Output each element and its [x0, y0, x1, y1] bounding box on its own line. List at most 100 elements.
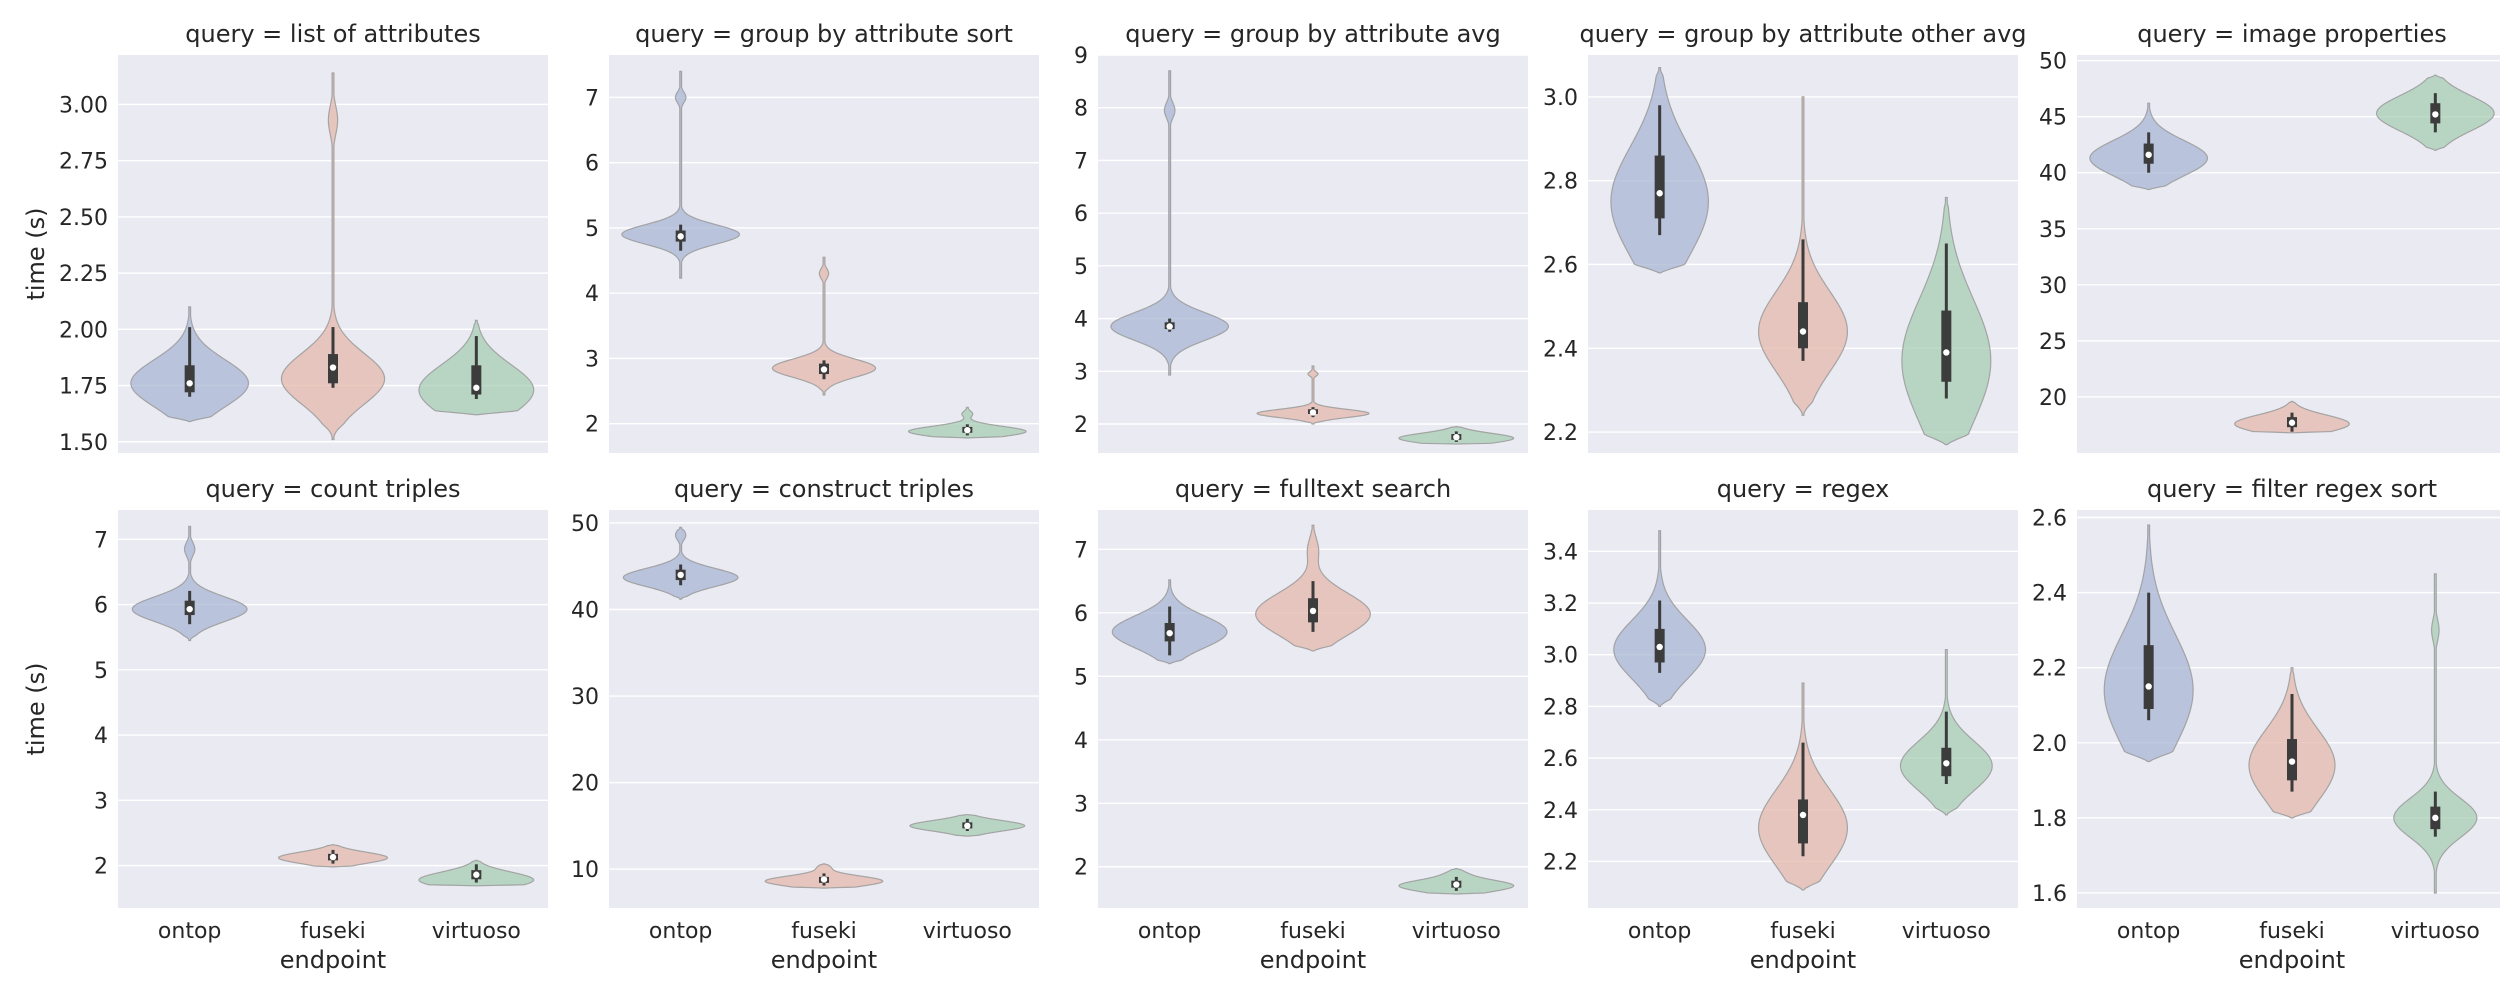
y-tick-label: 2.75 — [59, 150, 108, 175]
y-tick-label: 5 — [1074, 665, 1088, 690]
y-tick-label: 40 — [571, 599, 599, 624]
y-tick-label: 3.00 — [59, 93, 108, 118]
y-tick-label: 1.6 — [2032, 882, 2067, 907]
y-tick-label: 3 — [585, 347, 599, 372]
y-tick-label: 1.8 — [2032, 807, 2067, 832]
box-fuseki — [1798, 302, 1808, 349]
violin-ontop — [131, 525, 248, 642]
y-tick-label: 6 — [585, 152, 599, 177]
y-tick-label: 6 — [94, 594, 108, 619]
y-tick-label: 2 — [1074, 856, 1088, 881]
y-tick-label: 2.4 — [1543, 337, 1578, 362]
x-tick-label: virtuoso — [1902, 919, 1991, 944]
y-tick-label: 4 — [585, 282, 599, 307]
median-virtuoso — [1453, 433, 1460, 441]
median-virtuoso — [473, 384, 480, 391]
y-tick-label: 2.4 — [2032, 582, 2067, 607]
median-virtuoso — [1943, 349, 1950, 356]
y-tick-label: 2 — [1074, 413, 1088, 438]
panel-title: query = filter regex sort — [2147, 475, 2437, 503]
y-tick-label: 2 — [94, 855, 108, 880]
panel-2: 2 3 4 5 6 7 query = group by attribute sort — [585, 20, 1039, 453]
panel-9: 2.2 2.4 2.6 2.8 3.0 3.2 3.4 query = regex ontop f… — [1543, 475, 2018, 974]
median-fuseki — [2288, 419, 2296, 426]
x-tick-label: ontop — [1628, 919, 1691, 944]
median-ontop — [186, 380, 193, 387]
median-fuseki — [820, 366, 828, 373]
y-tick-label: 9 — [1074, 44, 1088, 69]
y-tick-label: 1.50 — [59, 431, 108, 456]
x-axis-label: endpoint — [1260, 946, 1366, 974]
median-virtuoso — [964, 822, 971, 830]
panel-6: 2 3 4 5 6 7 query = count triples ontop fuseki vi… — [22, 475, 548, 974]
median-ontop — [2145, 151, 2152, 158]
median-ontop — [186, 605, 193, 613]
median-fuseki — [820, 876, 828, 883]
panel-title: query = list of attributes — [185, 20, 480, 48]
x-axis-label: endpoint — [771, 946, 877, 974]
y-tick-label: 2.6 — [2032, 507, 2067, 532]
x-tick-label: ontop — [649, 919, 712, 944]
x-tick-label: fuseki — [1280, 919, 1346, 944]
panel-3: 2 3 4 5 6 7 8 9 query = group by attribute avg — [1074, 20, 1528, 453]
median-ontop — [1656, 643, 1663, 651]
median-ontop — [2145, 683, 2152, 690]
x-tick-label: fuseki — [1770, 919, 1836, 944]
median-fuseki — [1799, 811, 1807, 819]
x-axis-label: endpoint — [2239, 946, 2345, 974]
y-tick-label: 2.8 — [1543, 695, 1578, 720]
y-tick-label: 5 — [94, 659, 108, 684]
y-tick-label: 3.2 — [1543, 592, 1578, 617]
y-tick-label: 4 — [94, 724, 108, 749]
box-virtuoso — [1941, 310, 1952, 382]
x-tick-label: fuseki — [300, 919, 366, 944]
panel-title: query = regex — [1717, 475, 1890, 503]
median-virtuoso — [2432, 814, 2439, 822]
y-tick-label: 5 — [1074, 255, 1088, 280]
y-tick-label: 30 — [571, 685, 599, 710]
median-ontop — [1166, 323, 1173, 330]
median-ontop — [677, 233, 684, 240]
y-tick-label: 5 — [585, 217, 599, 242]
y-tick-label: 7 — [1074, 149, 1088, 174]
box-fuseki — [1798, 799, 1808, 844]
x-tick-label: virtuoso — [432, 919, 521, 944]
median-ontop — [1656, 190, 1663, 197]
y-tick-label: 1.75 — [59, 375, 108, 400]
y-tick-label: 4 — [1074, 729, 1088, 754]
y-tick-label: 2.0 — [2032, 732, 2067, 757]
y-tick-label: 2.00 — [59, 318, 108, 343]
y-tick-label: 3 — [1074, 360, 1088, 385]
panel-8: 2 3 4 5 6 7 query = fulltext search ontop fuseki… — [1074, 475, 1528, 974]
median-ontop — [677, 571, 684, 579]
y-tick-label: 40 — [2039, 162, 2067, 187]
y-tick-label: 3 — [94, 789, 108, 814]
y-tick-label: 6 — [1074, 602, 1088, 627]
y-tick-label: 20 — [2039, 386, 2067, 411]
violin-ontop — [622, 526, 739, 600]
x-tick-label: ontop — [2117, 919, 2180, 944]
y-axis-label: time (s) — [22, 207, 50, 300]
panel-title: query = group by attribute sort — [635, 20, 1013, 48]
median-fuseki — [1309, 607, 1317, 615]
y-tick-label: 7 — [1074, 538, 1088, 563]
y-tick-label: 2.25 — [59, 262, 108, 287]
y-tick-label: 7 — [585, 86, 599, 111]
x-tick-label: ontop — [158, 919, 221, 944]
y-tick-label: 50 — [2039, 50, 2067, 75]
y-tick-label: 25 — [2039, 330, 2067, 355]
y-tick-label: 50 — [571, 512, 599, 537]
y-tick-label: 2.50 — [59, 206, 108, 231]
y-tick-label: 35 — [2039, 218, 2067, 243]
y-tick-label: 3 — [1074, 792, 1088, 817]
median-ontop — [1166, 629, 1173, 637]
x-tick-label: fuseki — [791, 919, 857, 944]
y-tick-label: 8 — [1074, 97, 1088, 122]
panel-4: 2.2 2.4 2.6 2.8 3.0 query = group by attribut… — [1543, 20, 2027, 453]
panel-title: query = fulltext search — [1175, 475, 1451, 503]
y-tick-label: 20 — [571, 772, 599, 797]
x-axis-label: endpoint — [1750, 946, 1856, 974]
y-tick-label: 6 — [1074, 202, 1088, 227]
median-fuseki — [1309, 409, 1317, 416]
